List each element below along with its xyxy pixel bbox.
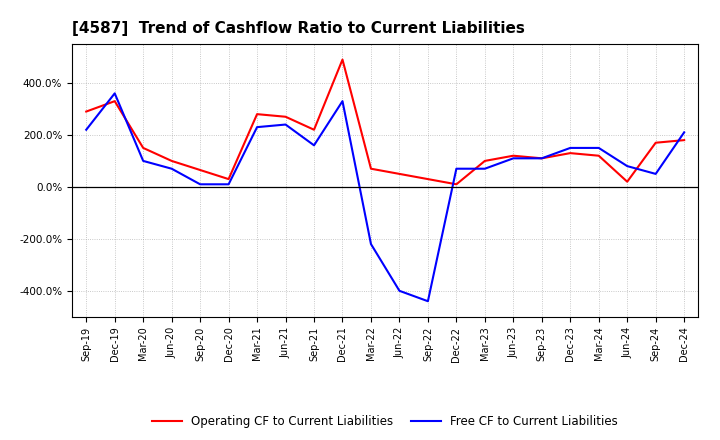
Operating CF to Current Liabilities bbox=[509, 153, 518, 158]
Operating CF to Current Liabilities bbox=[139, 145, 148, 150]
Operating CF to Current Liabilities bbox=[623, 179, 631, 184]
Free CF to Current Liabilities bbox=[623, 164, 631, 169]
Free CF to Current Liabilities bbox=[423, 299, 432, 304]
Operating CF to Current Liabilities bbox=[366, 166, 375, 171]
Operating CF to Current Liabilities bbox=[310, 127, 318, 132]
Free CF to Current Liabilities bbox=[452, 166, 461, 171]
Line: Operating CF to Current Liabilities: Operating CF to Current Liabilities bbox=[86, 59, 684, 184]
Free CF to Current Liabilities bbox=[196, 182, 204, 187]
Free CF to Current Liabilities bbox=[253, 125, 261, 130]
Free CF to Current Liabilities bbox=[310, 143, 318, 148]
Free CF to Current Liabilities bbox=[225, 182, 233, 187]
Operating CF to Current Liabilities bbox=[395, 171, 404, 176]
Operating CF to Current Liabilities bbox=[452, 182, 461, 187]
Free CF to Current Liabilities bbox=[652, 171, 660, 176]
Operating CF to Current Liabilities bbox=[82, 109, 91, 114]
Legend: Operating CF to Current Liabilities, Free CF to Current Liabilities: Operating CF to Current Liabilities, Fre… bbox=[148, 410, 623, 433]
Operating CF to Current Liabilities bbox=[282, 114, 290, 119]
Operating CF to Current Liabilities bbox=[110, 99, 119, 104]
Free CF to Current Liabilities bbox=[110, 91, 119, 96]
Operating CF to Current Liabilities bbox=[253, 111, 261, 117]
Operating CF to Current Liabilities bbox=[423, 176, 432, 182]
Free CF to Current Liabilities bbox=[595, 145, 603, 150]
Free CF to Current Liabilities bbox=[680, 130, 688, 135]
Operating CF to Current Liabilities bbox=[566, 150, 575, 156]
Free CF to Current Liabilities bbox=[509, 156, 518, 161]
Free CF to Current Liabilities bbox=[566, 145, 575, 150]
Operating CF to Current Liabilities bbox=[167, 158, 176, 164]
Operating CF to Current Liabilities bbox=[652, 140, 660, 145]
Operating CF to Current Liabilities bbox=[338, 57, 347, 62]
Operating CF to Current Liabilities bbox=[680, 137, 688, 143]
Operating CF to Current Liabilities bbox=[225, 176, 233, 182]
Operating CF to Current Liabilities bbox=[537, 156, 546, 161]
Free CF to Current Liabilities bbox=[366, 242, 375, 247]
Operating CF to Current Liabilities bbox=[196, 167, 204, 172]
Free CF to Current Liabilities bbox=[139, 158, 148, 164]
Operating CF to Current Liabilities bbox=[480, 158, 489, 164]
Operating CF to Current Liabilities bbox=[595, 153, 603, 158]
Free CF to Current Liabilities bbox=[82, 127, 91, 132]
Free CF to Current Liabilities bbox=[167, 166, 176, 171]
Free CF to Current Liabilities bbox=[395, 288, 404, 293]
Free CF to Current Liabilities bbox=[480, 166, 489, 171]
Line: Free CF to Current Liabilities: Free CF to Current Liabilities bbox=[86, 93, 684, 301]
Text: [4587]  Trend of Cashflow Ratio to Current Liabilities: [4587] Trend of Cashflow Ratio to Curren… bbox=[72, 21, 525, 36]
Free CF to Current Liabilities bbox=[338, 99, 347, 104]
Free CF to Current Liabilities bbox=[282, 122, 290, 127]
Free CF to Current Liabilities bbox=[537, 156, 546, 161]
